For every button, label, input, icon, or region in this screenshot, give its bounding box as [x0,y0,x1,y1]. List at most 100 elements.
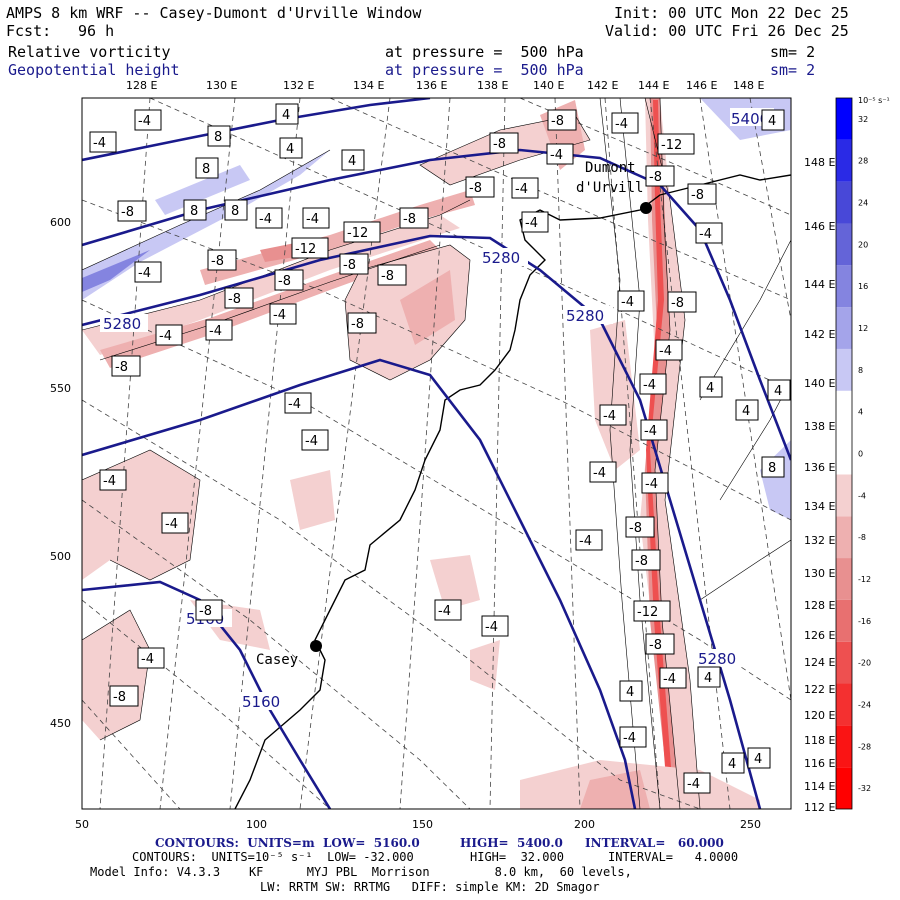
field2-level: at pressure = 500 hPa [385,61,584,79]
svg-text:-8: -8 [115,360,128,375]
svg-text:148 E: 148 E [733,79,764,92]
svg-text:-8: -8 [691,188,704,203]
colorbar-swatch [836,683,852,726]
svg-text:8: 8 [190,204,198,219]
svg-text:-4: -4 [159,329,172,344]
colorbar-swatch [836,767,852,809]
svg-text:132 E: 132 E [804,534,835,547]
field2-name: Geopotential height [8,61,180,79]
colorbar-label: 4 [858,408,863,417]
footer-model-info: Model Info: V4.3.3 KF MYJ PBL Morrison 8… [90,865,632,879]
svg-text:138 E: 138 E [477,79,508,92]
svg-text:148 E: 148 E [804,156,835,169]
svg-text:138 E: 138 E [804,420,835,433]
svg-text:-8: -8 [121,205,134,220]
colorbar-swatch [836,725,852,768]
vorticity-contours [82,98,791,809]
svg-text:-8: -8 [649,638,662,653]
y-tick: 550 [50,382,71,395]
colorbar-swatch [836,641,852,684]
svg-text:-4: -4 [138,266,151,281]
svg-text:-8: -8 [649,170,662,185]
x-tick: 50 [75,818,89,831]
svg-text:-4: -4 [141,652,154,667]
colorbar-label: -16 [858,617,871,626]
colorbar-label: 12 [858,324,868,333]
svg-text:8: 8 [214,130,222,145]
map-title: AMPS 8 km WRF -- Casey-Dumont d'Urville … [6,4,422,22]
svg-text:-4: -4 [259,212,272,227]
colorbar-swatch [836,516,852,559]
svg-text:-4: -4 [550,148,563,163]
svg-text:4: 4 [768,114,776,129]
footer-physics-info: LW: RRTM SW: RRTMG DIFF: simple KM: 2D S… [260,880,600,894]
colorbar-swatch [836,223,852,266]
colorbar-swatch [836,98,852,140]
colorbar-swatch [836,307,852,349]
height-label: 5280 [566,307,604,325]
colorbar-swatch [836,599,852,642]
colorbar-swatch [836,265,852,308]
colorbar-swatch [836,432,852,475]
svg-text:-8: -8 [629,521,642,536]
y-tick: 500 [50,550,71,563]
svg-text:140 E: 140 E [533,79,564,92]
svg-text:-8: -8 [278,274,291,289]
station-casey: Casey [256,640,322,668]
svg-text:-4: -4 [687,777,700,792]
svg-text:124 E: 124 E [804,656,835,669]
colorbar-label: -8 [858,533,866,542]
init-time: Init: 00 UTC Mon 22 Dec 25 [614,4,849,22]
longitude-labels-right: 148 E 146 E 144 E 142 E 140 E 138 E 136 … [804,156,835,814]
field1-name: Relative vorticity [8,43,171,61]
svg-text:-4: -4 [603,409,616,424]
svg-text:-4: -4 [644,424,657,439]
valid-time: Valid: 00 UTC Fri 26 Dec 25 [605,22,849,40]
svg-text:136 E: 136 E [804,461,835,474]
svg-text:128 E: 128 E [126,79,157,92]
svg-text:-4: -4 [273,308,286,323]
svg-text:-4: -4 [306,212,319,227]
field1-level: at pressure = 500 hPa [385,43,584,61]
height-label: 5280 [482,249,520,267]
colorbar-label: -24 [858,700,871,709]
svg-text:-8: -8 [199,604,212,619]
svg-text:-8: -8 [211,254,224,269]
svg-text:-8: -8 [493,137,506,152]
svg-text:-4: -4 [645,477,658,492]
colorbar-label: 8 [858,366,863,375]
svg-text:4: 4 [742,404,750,419]
y-tick: 450 [50,717,71,730]
svg-text:4: 4 [728,757,736,772]
svg-text:-4: -4 [515,182,528,197]
y-axis: 600 550 500 450 [50,216,71,730]
svg-text:-4: -4 [663,672,676,687]
svg-text:4: 4 [282,108,290,123]
field2-smoothing: sm= 2 [770,61,816,79]
svg-text:-8: -8 [381,269,394,284]
svg-text:-4: -4 [209,324,222,339]
x-tick: 100 [246,818,267,831]
colorbar-label: -4 [858,491,866,500]
footer-vort-contours-c: INTERVAL= 4.0000 [608,850,739,864]
svg-text:142 E: 142 E [804,328,835,341]
svg-text:-4: -4 [165,517,178,532]
casey-label: Casey [256,652,298,668]
station-dumont-durville: Dumont d'Urvill [576,160,652,214]
x-tick: 250 [740,818,761,831]
svg-text:122 E: 122 E [804,683,835,696]
forecast-label: Fcst: [6,22,52,40]
footer-height-contours-c: INTERVAL= 60.000 [585,836,724,850]
colorbar-unit: 10⁻⁵ s⁻¹ [858,96,890,105]
svg-text:-4: -4 [485,620,498,635]
svg-text:-8: -8 [228,292,241,307]
height-label: 5280 [698,650,736,668]
colorbar-swatch [836,181,852,224]
svg-text:4: 4 [348,154,356,169]
svg-text:142 E: 142 E [587,79,618,92]
x-tick: 200 [574,818,595,831]
svg-text:-8: -8 [551,114,564,129]
svg-text:-8: -8 [635,554,648,569]
svg-text:136 E: 136 E [416,79,447,92]
